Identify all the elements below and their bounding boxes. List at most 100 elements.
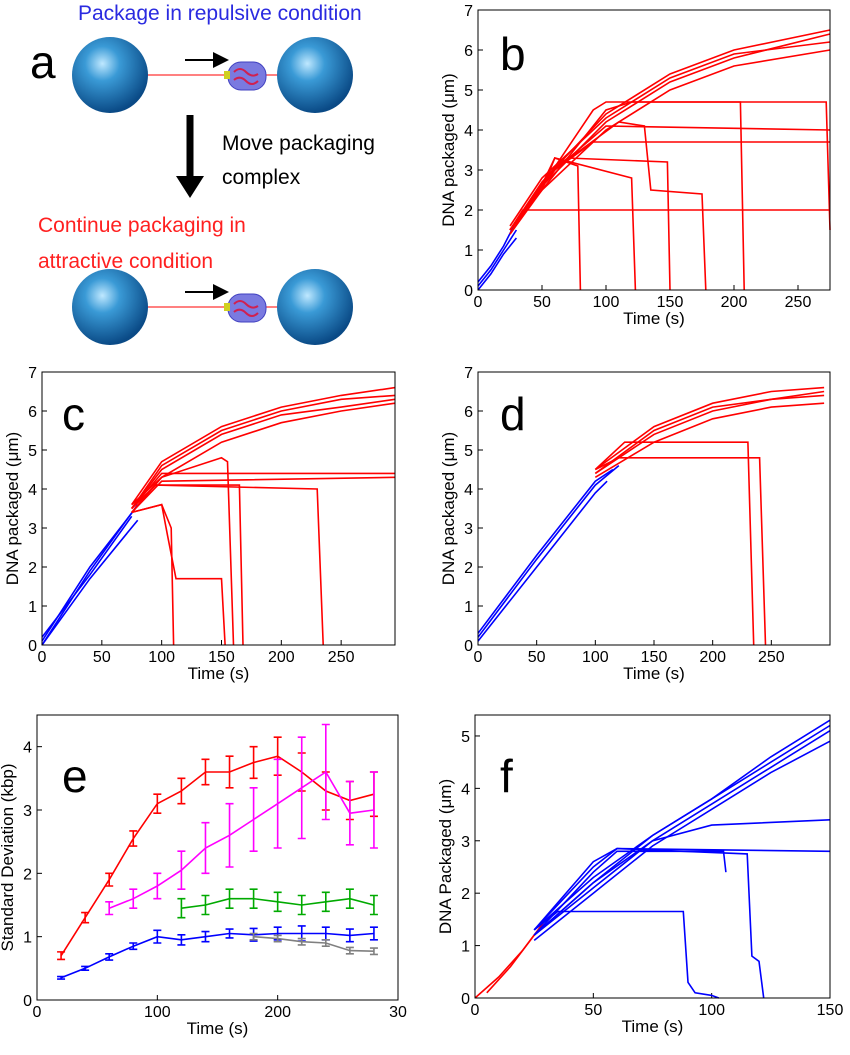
x-axis-label: Time (s)	[187, 1019, 249, 1038]
error-bar	[225, 888, 234, 909]
trace	[60, 932, 374, 979]
y-tick-label: 0	[23, 993, 32, 1010]
trace	[108, 770, 375, 909]
y-tick-label: 1	[461, 939, 470, 956]
error-bar	[129, 830, 138, 847]
error-bar	[249, 745, 258, 780]
axes-box	[474, 714, 831, 999]
trace	[131, 456, 235, 646]
x-axis-label: Time (s)	[623, 664, 685, 683]
x-tick-label: 150	[657, 294, 684, 311]
plot-area	[37, 715, 398, 1000]
y-tick-label: 2	[461, 886, 470, 903]
error-bar	[105, 872, 114, 887]
error-bar	[153, 872, 162, 900]
error-bar	[177, 933, 186, 946]
y-tick-label: 3	[23, 803, 32, 820]
y-tick-label: 1	[23, 930, 32, 947]
diagram-a: a Package in repulsive condition Move pa…	[30, 2, 375, 345]
error-bar	[105, 901, 114, 916]
error-bar	[177, 897, 186, 919]
error-bar	[57, 951, 66, 961]
y-tick-label: 6	[464, 43, 473, 60]
y-tick-label: 5	[461, 729, 470, 746]
x-tick-label: 150	[641, 649, 668, 666]
trace	[533, 850, 727, 936]
trace	[477, 464, 620, 638]
panel-label: d	[500, 388, 526, 440]
x-tick-label: 30	[389, 1004, 407, 1021]
error-bar	[57, 975, 66, 980]
x-tick-label: 200	[699, 649, 726, 666]
axes-box	[477, 9, 831, 291]
trace	[533, 847, 765, 999]
x-tick-label: 50	[528, 649, 546, 666]
trace	[509, 156, 582, 291]
x-tick-label: 200	[268, 649, 295, 666]
trace	[486, 934, 535, 994]
y-tick-label: 4	[464, 482, 473, 499]
error-bar	[201, 894, 210, 916]
x-axis-label: Time (s)	[622, 1017, 684, 1036]
panel-label: f	[500, 750, 513, 802]
y-tick-label: 7	[464, 365, 473, 382]
y-tick-label: 4	[464, 123, 473, 140]
error-bar	[369, 926, 378, 941]
x-tick-label: 200	[264, 1004, 291, 1021]
y-tick-label: 5	[464, 83, 473, 100]
error-bar	[129, 942, 138, 951]
panel-label: a	[30, 36, 56, 88]
x-tick-label: 100	[593, 294, 620, 311]
trace	[41, 519, 139, 646]
trace	[477, 237, 518, 291]
y-tick-label: 0	[461, 991, 470, 1008]
x-tick-label: 50	[533, 294, 551, 311]
error-bar	[273, 891, 282, 913]
y-tick-label: 4	[23, 740, 32, 757]
motor	[224, 303, 230, 311]
x-tick-label: 100	[582, 649, 609, 666]
motor	[224, 71, 230, 79]
y-tick-label: 0	[28, 638, 37, 655]
y-tick-label: 6	[28, 404, 37, 421]
x-tick-label: 0	[33, 1004, 42, 1021]
y-tick-label: 3	[28, 521, 37, 538]
y-tick-label: 3	[461, 834, 470, 851]
y-tick-label: 2	[464, 560, 473, 577]
y-tick-label: 5	[464, 443, 473, 460]
trace	[477, 480, 608, 642]
bead	[72, 269, 148, 345]
error-bar	[369, 771, 378, 849]
trace	[60, 755, 375, 957]
y-tick-label: 0	[464, 638, 473, 655]
error-bar	[297, 894, 306, 916]
bead	[72, 37, 148, 113]
trace	[594, 441, 755, 646]
bead	[277, 269, 353, 345]
middle-text: Move packaging	[222, 132, 375, 155]
y-tick-label: 4	[28, 482, 37, 499]
plot-area	[478, 10, 830, 290]
error-bar	[297, 736, 306, 840]
y-tick-label: 3	[464, 521, 473, 538]
error-bar	[249, 932, 258, 941]
trace	[131, 398, 396, 509]
trace	[594, 386, 825, 471]
y-tick-label: 1	[464, 599, 473, 616]
error-bar	[201, 758, 210, 786]
trace	[533, 740, 831, 942]
y-tick-label: 7	[464, 3, 473, 20]
bottom-text: Continue packaging in	[38, 214, 246, 237]
trace	[594, 402, 825, 478]
trace	[594, 394, 825, 475]
trace	[533, 819, 831, 936]
trace	[131, 484, 244, 646]
axes-box	[41, 371, 396, 646]
x-tick-label: 150	[208, 649, 235, 666]
error-bar	[201, 821, 210, 875]
x-tick-label: 0	[471, 1002, 480, 1019]
trace	[253, 935, 374, 952]
